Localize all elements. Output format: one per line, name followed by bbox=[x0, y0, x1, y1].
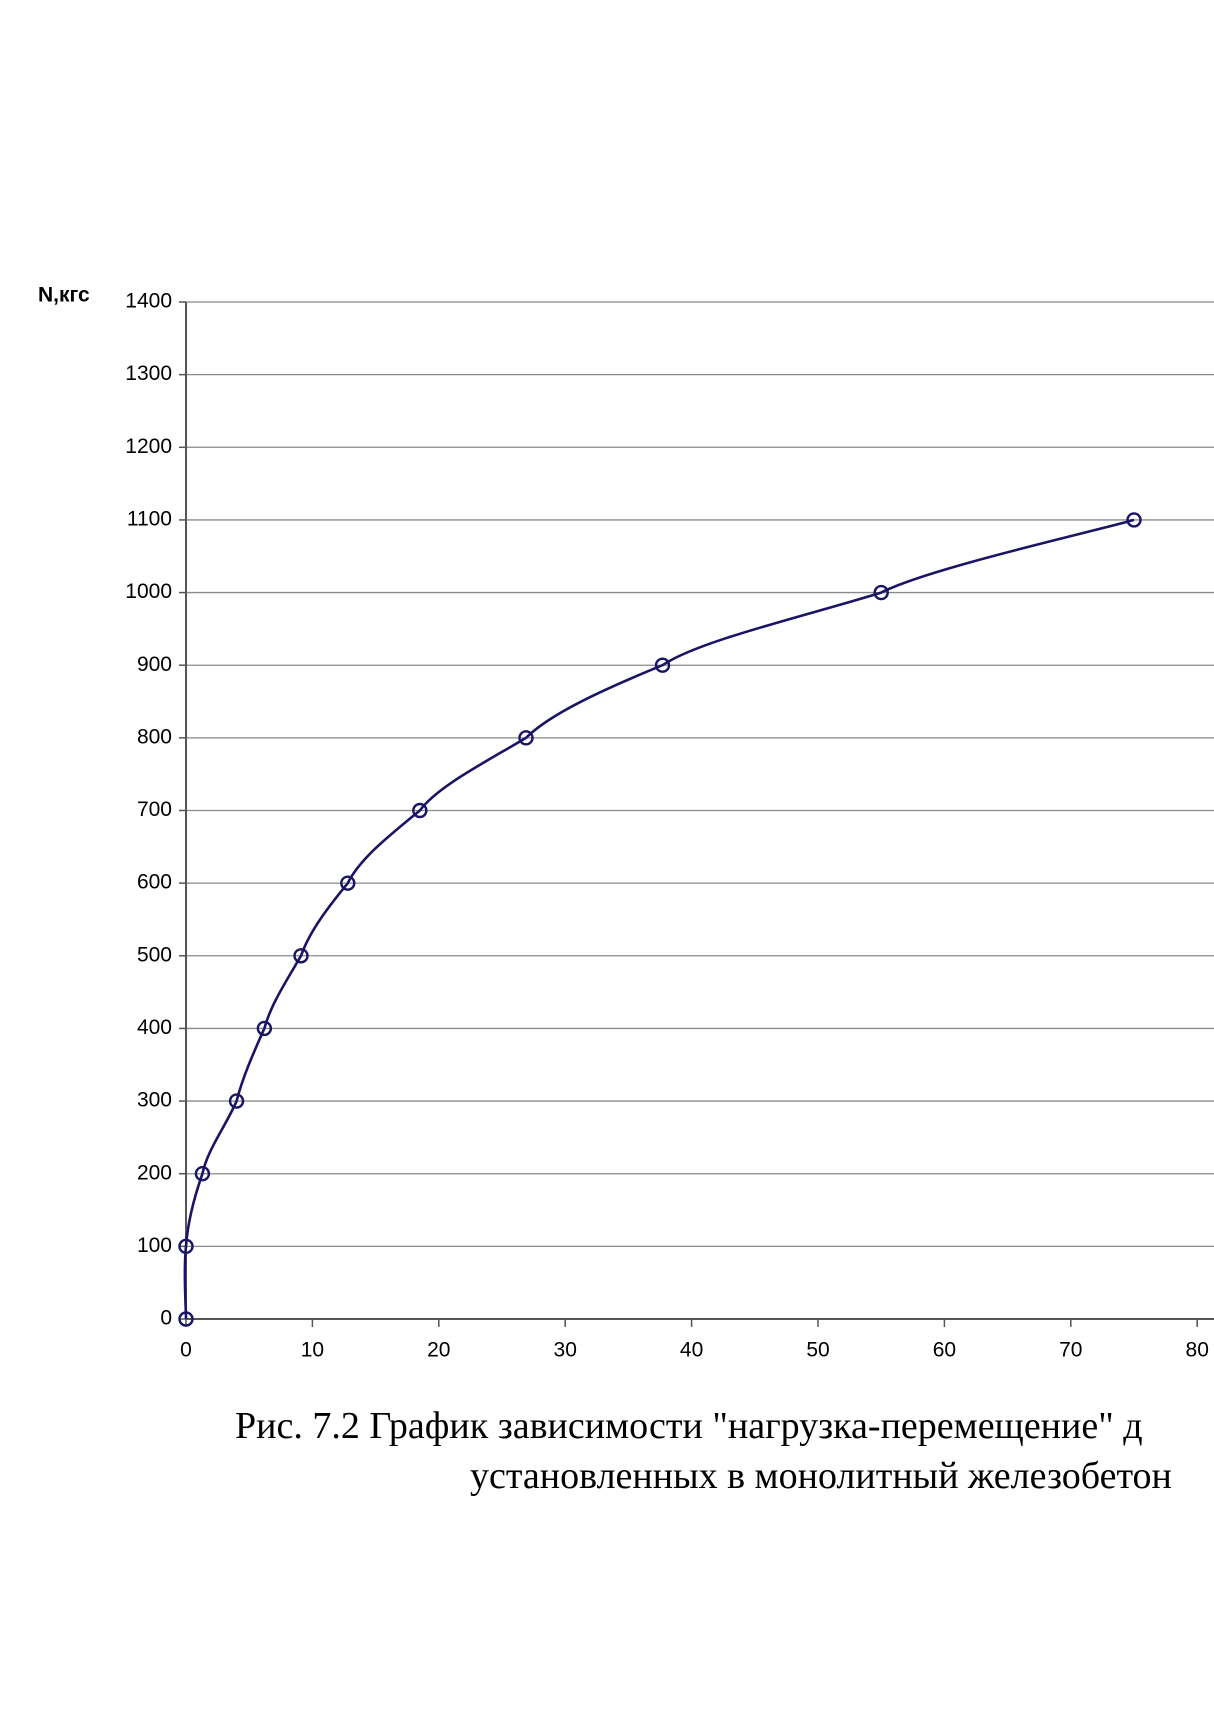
x-tick-label: 0 bbox=[180, 1339, 192, 1362]
x-tick-label: 60 bbox=[933, 1339, 956, 1362]
data-point bbox=[178, 1311, 194, 1327]
data-point bbox=[228, 1093, 245, 1109]
data-point bbox=[412, 802, 428, 819]
y-tick-label: 200 bbox=[137, 1161, 172, 1184]
data-point bbox=[1126, 512, 1142, 528]
y-tick-label: 600 bbox=[137, 871, 172, 894]
data-point bbox=[340, 875, 356, 891]
x-tick-label: 20 bbox=[427, 1339, 450, 1362]
y-tick-label: 1100 bbox=[127, 507, 172, 530]
y-tick-label: 1400 bbox=[125, 290, 172, 313]
caption-line: Рис. 7.2 График зависимости "нагрузка-пе… bbox=[235, 1405, 1143, 1447]
y-tick-label: 900 bbox=[137, 653, 172, 676]
y-tick-label: 700 bbox=[137, 798, 172, 821]
data-point bbox=[256, 1020, 273, 1037]
x-tick-label: 30 bbox=[554, 1339, 577, 1362]
data-point bbox=[293, 948, 309, 964]
y-tick-label: 1000 bbox=[125, 580, 172, 603]
x-tick-label: 80 bbox=[1186, 1339, 1209, 1362]
y-tick-label: 1200 bbox=[125, 435, 172, 458]
y-axis-label: N,кгс bbox=[38, 284, 90, 307]
y-tick-label: 100 bbox=[137, 1234, 172, 1257]
data-point bbox=[178, 1238, 194, 1255]
data-point bbox=[518, 730, 534, 746]
x-tick-label: 10 bbox=[301, 1339, 324, 1362]
caption-line: установленных в монолитный железобетон bbox=[470, 1455, 1172, 1497]
x-tick-label: 50 bbox=[806, 1339, 829, 1362]
data-line bbox=[183, 518, 1135, 1320]
y-tick-label: 0 bbox=[160, 1307, 172, 1330]
x-tick-label: 40 bbox=[680, 1339, 703, 1362]
x-tick-label: 70 bbox=[1059, 1339, 1082, 1362]
y-tick-label: 500 bbox=[137, 943, 172, 966]
y-tick-label: 300 bbox=[137, 1089, 172, 1112]
data-point bbox=[654, 657, 671, 673]
data-point bbox=[194, 1166, 211, 1182]
data-point bbox=[873, 584, 889, 601]
y-tick-label: 800 bbox=[137, 725, 172, 748]
y-tick-label: 400 bbox=[137, 1016, 172, 1039]
y-tick-label: 1300 bbox=[125, 362, 172, 385]
